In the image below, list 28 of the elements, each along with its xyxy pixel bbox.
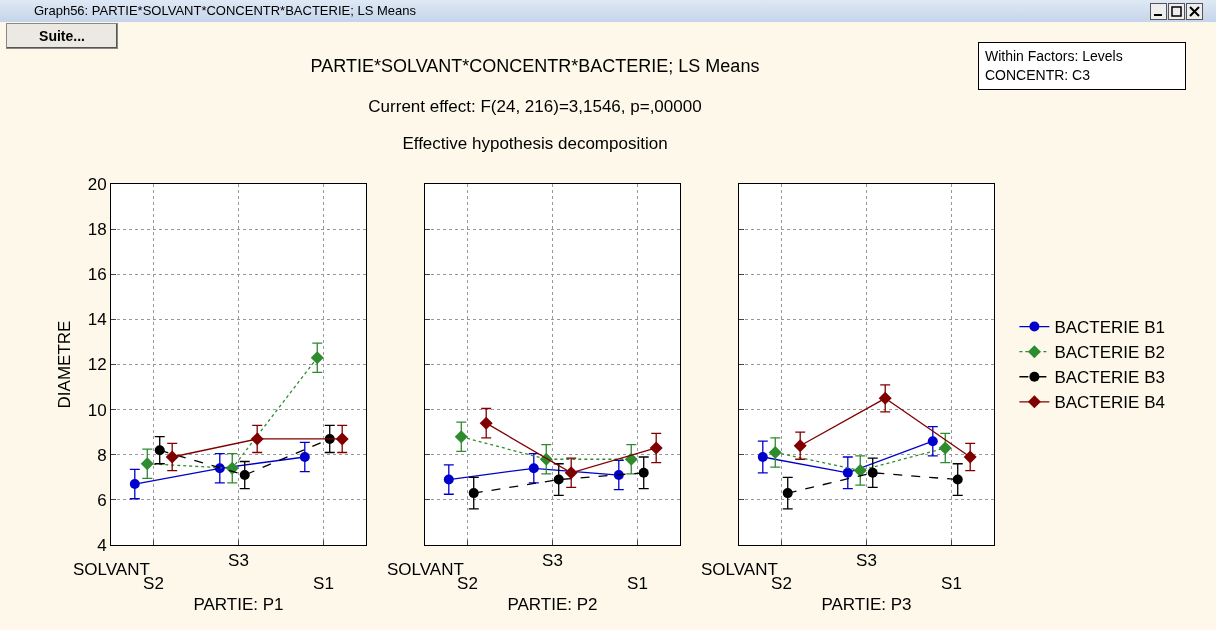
chart-title: PARTIE*SOLVANT*CONCENTR*BACTERIE; LS Means <box>310 56 760 76</box>
legend-label: BACTERIE B4 <box>1054 393 1165 413</box>
y-tick-label: 8 <box>97 445 107 465</box>
x-tick-label: S1 <box>313 573 334 593</box>
y-tick-label: 14 <box>87 310 107 330</box>
text: Within Factors: Levels CONCENTR: C3 <box>978 42 1186 90</box>
x-axis-title: PARTIE: P2 <box>507 594 598 614</box>
x-axis-title: PARTIE: P1 <box>193 594 284 614</box>
y-axis-title: DIAMETRE <box>55 320 75 409</box>
legend-label: BACTERIE B3 <box>1054 368 1165 388</box>
legend-label: BACTERIE B2 <box>1054 343 1165 363</box>
y-tick-label: 10 <box>87 400 107 420</box>
x-tick-label: S3 <box>228 551 249 571</box>
y-tick-label: 4 <box>97 535 107 555</box>
y-tick-label: 16 <box>87 265 107 285</box>
x-tick-label: S1 <box>627 573 648 593</box>
y-tick-label: 18 <box>87 220 107 240</box>
y-tick-label: 6 <box>97 490 107 510</box>
caption: Graph56: PARTIE*SOLVANT*CONCENTR*BACTERIE; LS Means <box>34 2 416 20</box>
text: Suite... <box>6 23 118 49</box>
y-tick-label: 12 <box>87 355 107 375</box>
x-tick-label: S3 <box>856 551 877 571</box>
x-tick-label: S3 <box>542 551 563 571</box>
chart-subtitle: Current effect: F(24, 216)=3,1546, p=,00000 Effective hypothesis decomposition <box>367 96 703 155</box>
legend-label: BACTERIE B1 <box>1054 318 1165 338</box>
y-tick-label: 20 <box>87 174 107 194</box>
x-tick-label: S1 <box>941 573 962 593</box>
x-axis-title: PARTIE: P3 <box>821 594 912 614</box>
